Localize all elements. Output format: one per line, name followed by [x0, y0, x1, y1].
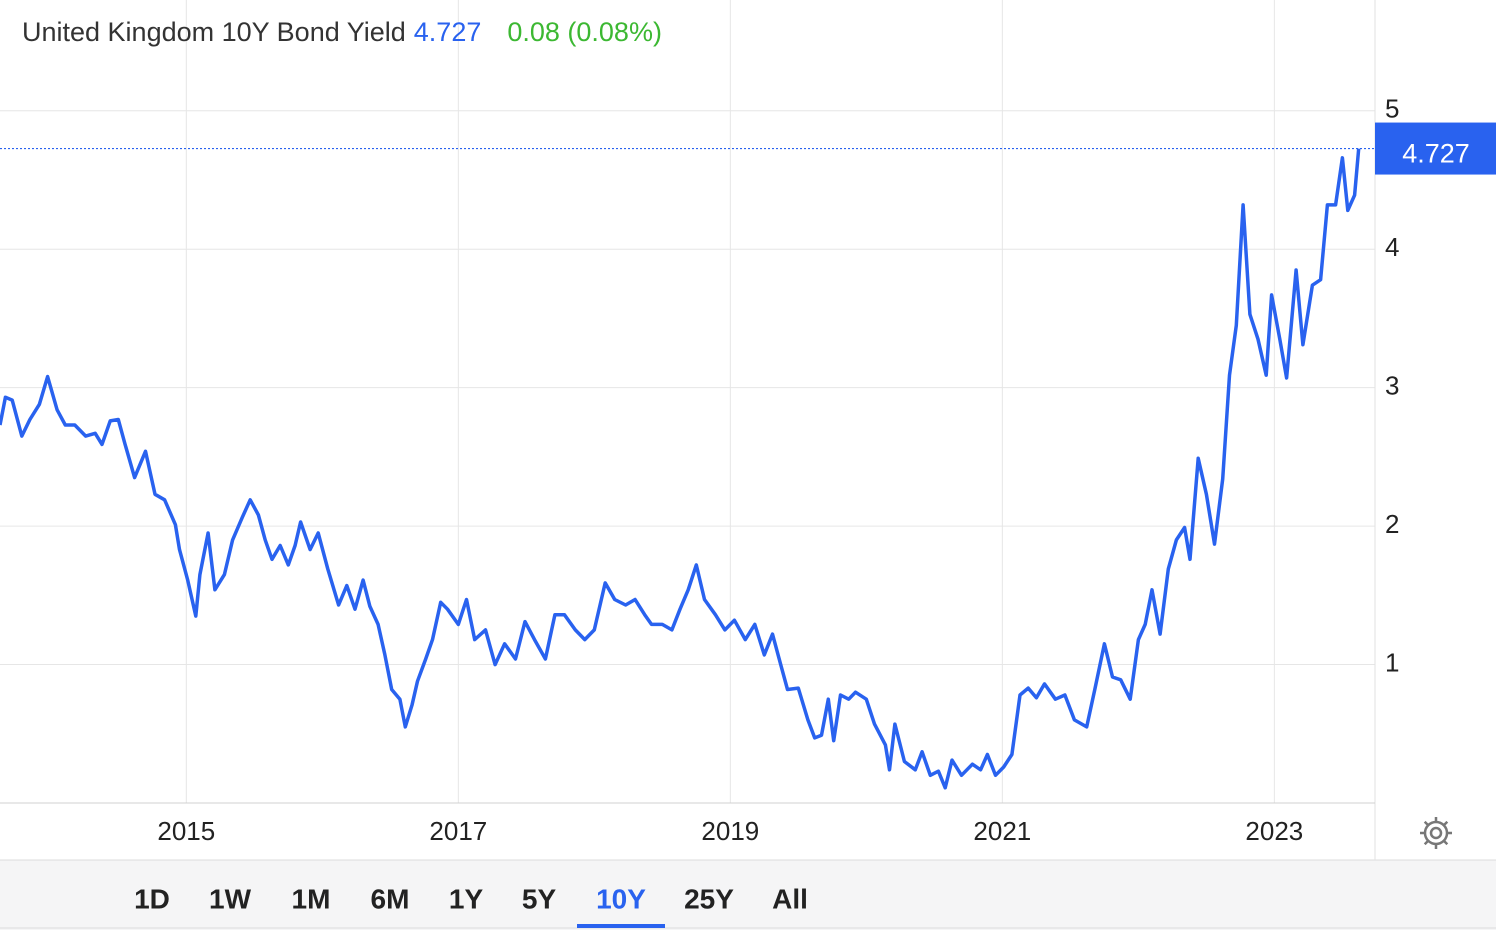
title-text: United Kingdom 10Y Bond Yield — [22, 17, 406, 47]
x-tick-label: 2023 — [1245, 816, 1303, 846]
y-tick-label: 1 — [1385, 647, 1399, 677]
y-tick-label: 4 — [1385, 232, 1399, 262]
active-range-underline — [577, 924, 665, 928]
range-button[interactable]: 25Y — [684, 883, 734, 914]
range-button[interactable]: 6M — [371, 883, 410, 914]
yield-line — [0, 148, 1361, 790]
x-tick-label: 2019 — [701, 816, 759, 846]
y-tick-label: 5 — [1385, 94, 1399, 124]
last-value-badge — [1375, 122, 1496, 175]
range-button[interactable]: 10Y — [596, 883, 646, 914]
range-button[interactable]: All — [772, 883, 808, 914]
range-button[interactable]: 1D — [134, 883, 170, 914]
settings-icon[interactable] — [1420, 817, 1452, 849]
y-tick-label: 2 — [1385, 509, 1399, 539]
x-tick-label: 2015 — [157, 816, 215, 846]
range-button[interactable]: 5Y — [522, 883, 557, 914]
x-tick-label: 2021 — [973, 816, 1031, 846]
range-button[interactable]: 1W — [209, 883, 252, 914]
chart-title: United Kingdom 10Y Bond Yield 4.727 0.08 (… — [22, 17, 662, 47]
range-button[interactable]: 1M — [292, 883, 331, 914]
last-value-badge-label: 4.727 — [1402, 139, 1470, 169]
y-tick-label: 3 — [1385, 371, 1399, 401]
range-bar — [0, 860, 1496, 930]
last-value: 4.727 — [414, 17, 482, 47]
x-tick-label: 2017 — [429, 816, 487, 846]
range-button[interactable]: 1Y — [449, 883, 484, 914]
change-value: 0.08 (0.08%) — [507, 17, 662, 47]
